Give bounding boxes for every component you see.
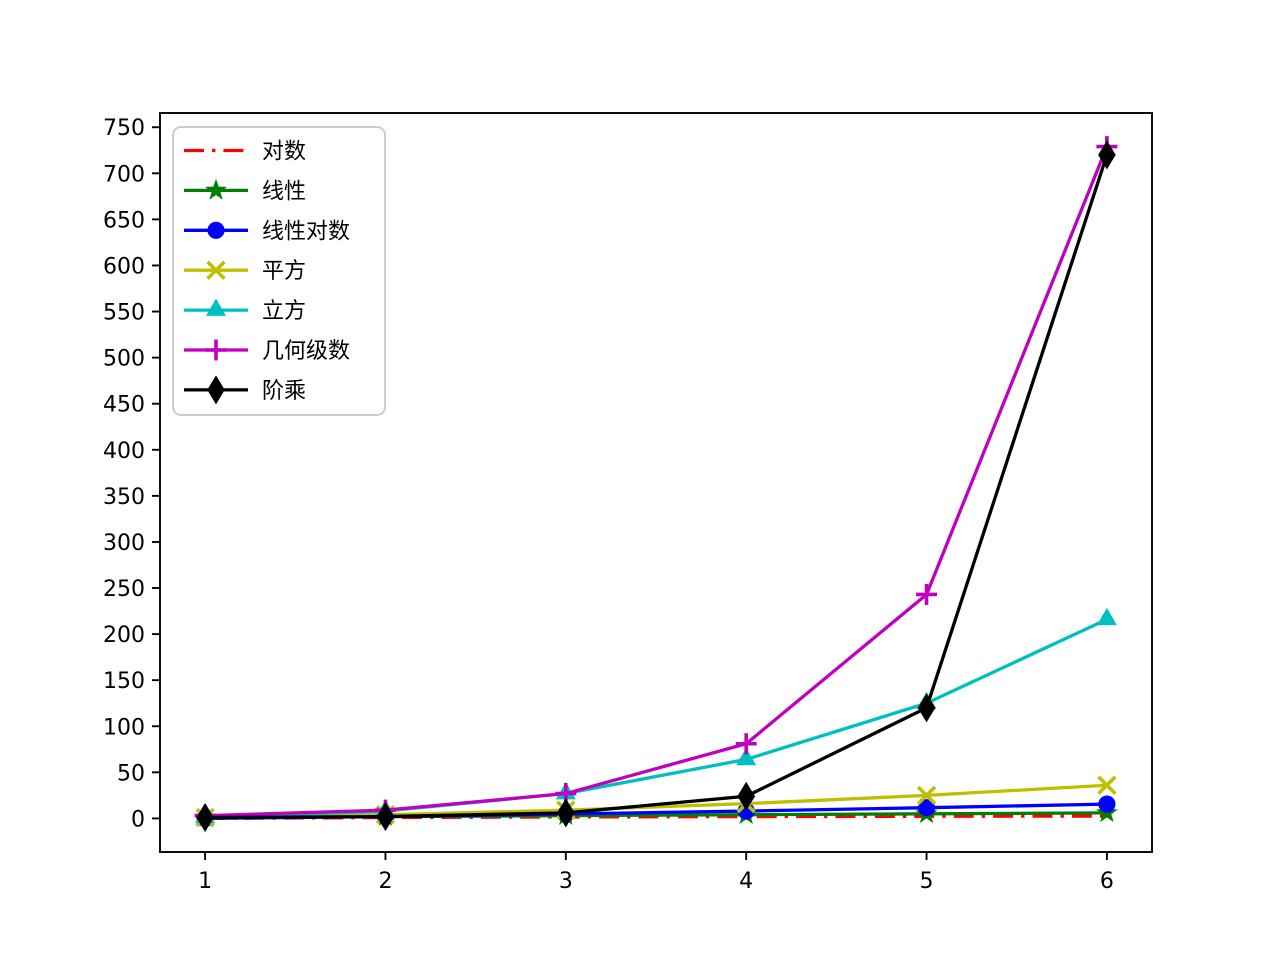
x-tick-label: 1: [198, 869, 212, 894]
legend-label: 线性: [262, 179, 306, 204]
y-tick-label: 300: [103, 531, 145, 556]
y-tick-label: 50: [117, 761, 145, 786]
y-tick-label: 350: [103, 485, 145, 510]
x-tick-label: 3: [559, 869, 573, 894]
y-tick-label: 550: [103, 301, 145, 326]
x-tick-label: 2: [378, 869, 392, 894]
legend-label: 阶乘: [262, 379, 306, 404]
y-tick-label: 150: [103, 669, 145, 694]
legend-label: 立方: [262, 299, 306, 324]
plot-border: [159, 112, 1153, 853]
series-6: [196, 140, 1116, 832]
legend-label: 线性对数: [262, 219, 350, 244]
y-tick-label: 750: [103, 116, 145, 141]
legend-label: 平方: [262, 259, 306, 284]
x-tick-label: 4: [739, 869, 753, 894]
y-tick-label: 700: [103, 162, 145, 187]
y-tick-label: 200: [103, 623, 145, 648]
y-tick-label: 500: [103, 347, 145, 372]
axes-ticks: 1 2 3 4 5 6 0 50 100 150 200 250 300 350 400 450 500 550 6…: [103, 116, 1114, 894]
y-tick-label: 450: [103, 393, 145, 418]
y-tick-label: 0: [131, 807, 145, 832]
y-tick-label: 400: [103, 439, 145, 464]
legend-label: 对数: [262, 140, 306, 165]
y-tick-label: 650: [103, 208, 145, 233]
y-tick-label: 250: [103, 577, 145, 602]
x-tick-label: 6: [1100, 869, 1114, 894]
y-tick-label: 600: [103, 254, 145, 279]
y-tick-label: 100: [103, 715, 145, 740]
x-tick-label: 5: [920, 869, 934, 894]
legend-label: 几何级数: [262, 339, 350, 364]
